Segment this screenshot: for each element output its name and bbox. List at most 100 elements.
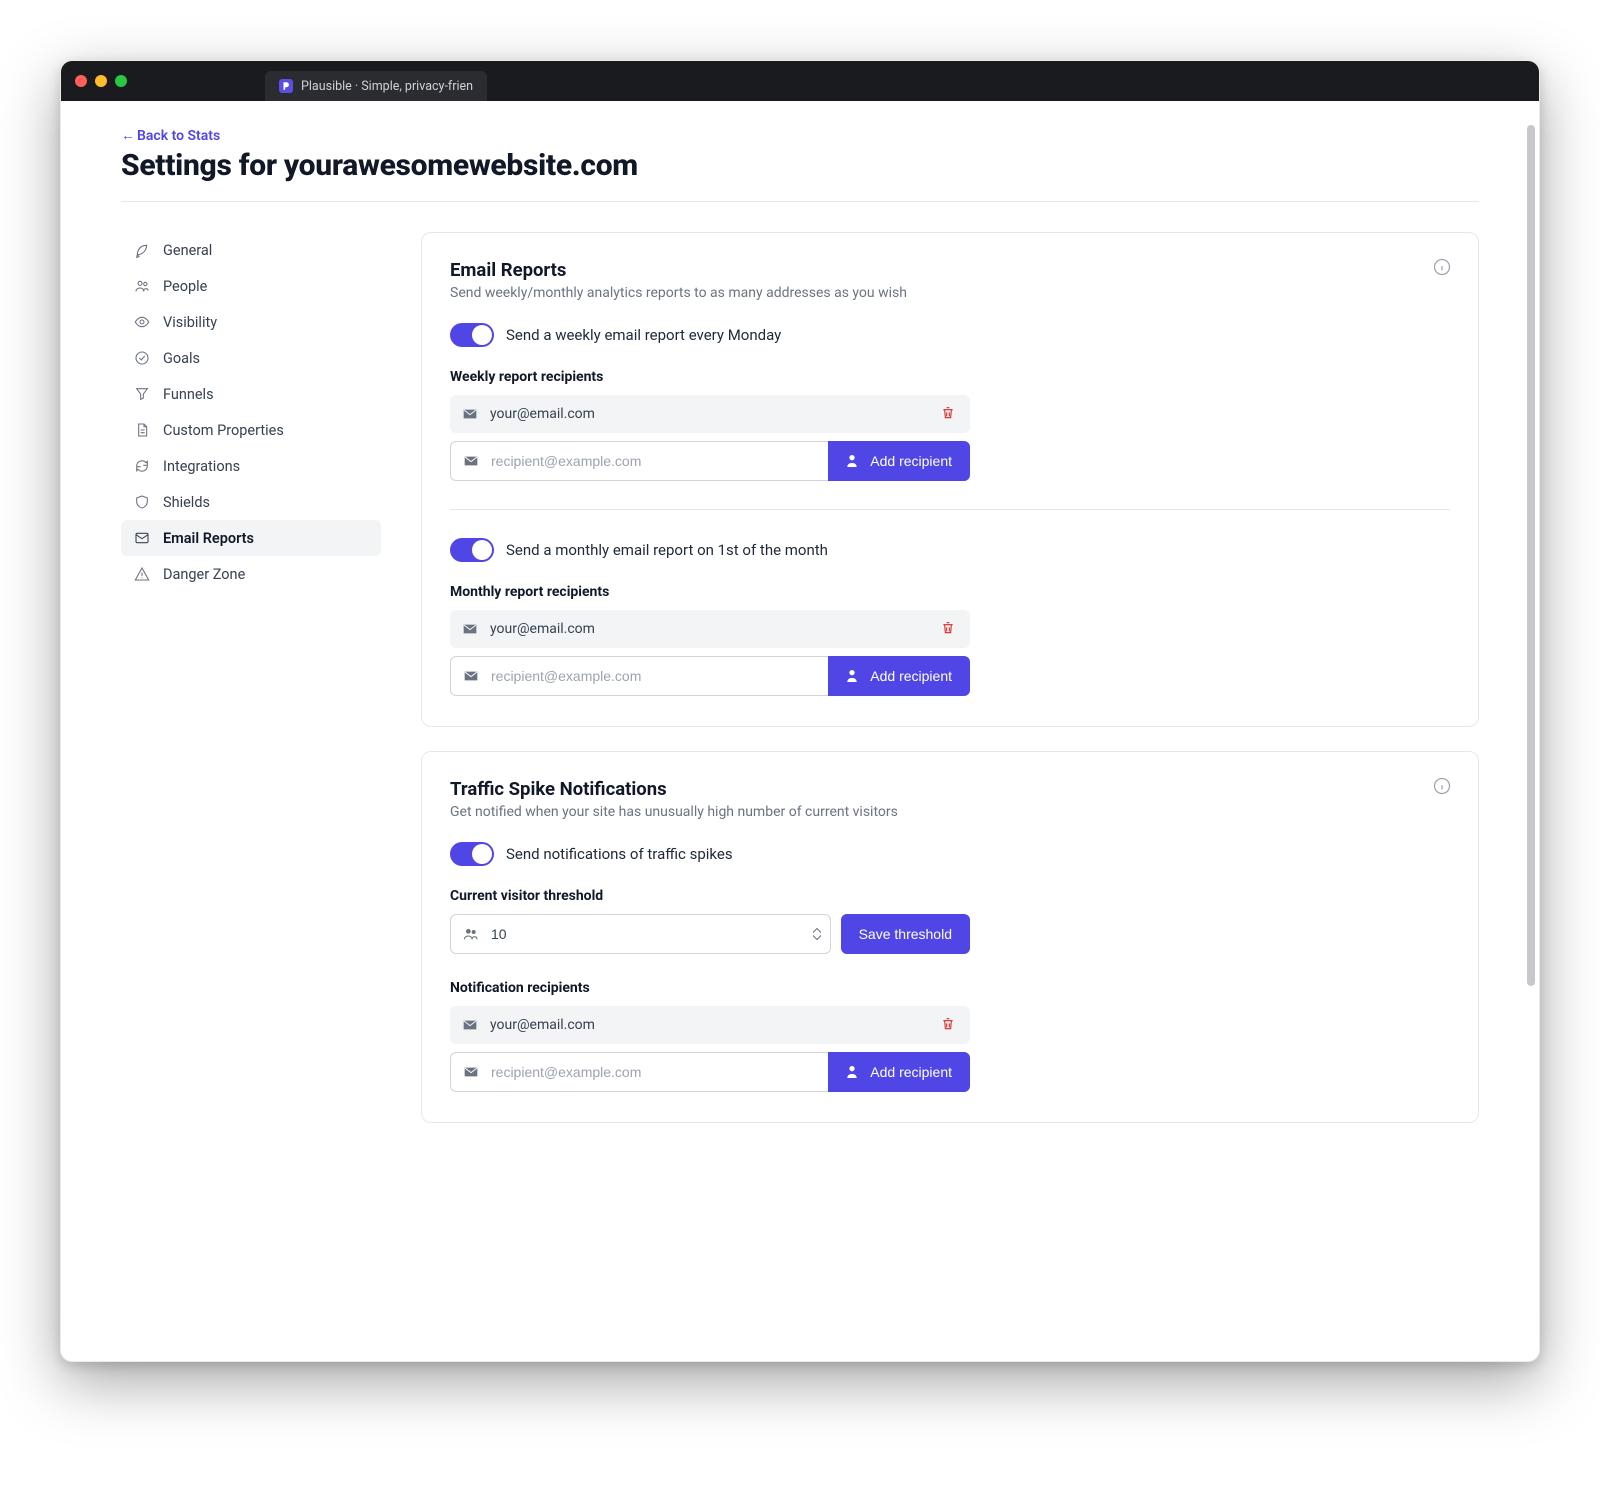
info-icon[interactable]	[1432, 257, 1452, 277]
main-panel: Email Reports Send weekly/monthly analyt…	[421, 232, 1479, 1147]
sidebar-item-custom-properties[interactable]: Custom Properties	[121, 412, 381, 448]
weekly-report-toggle[interactable]	[450, 323, 494, 347]
mail-icon	[462, 620, 480, 638]
save-threshold-button[interactable]: Save threshold	[841, 914, 970, 954]
mail-icon	[462, 1016, 480, 1034]
chevron-up-icon	[812, 927, 822, 934]
sidebar-item-label: Integrations	[163, 458, 240, 475]
threshold-label: Current visitor threshold	[450, 888, 1450, 904]
sidebar-item-label: Danger Zone	[163, 566, 245, 583]
tab-title: Plausible · Simple, privacy-frien	[301, 79, 473, 94]
sidebar-item-label: Goals	[163, 350, 200, 367]
sidebar-item-label: Email Reports	[163, 530, 254, 547]
add-recipient-label: Add recipient	[870, 668, 952, 684]
titlebar: Plausible · Simple, privacy-frien	[61, 61, 1539, 101]
spike-recipients-label: Notification recipients	[450, 980, 1450, 996]
warning-icon	[133, 565, 151, 583]
monthly-report-toggle[interactable]	[450, 538, 494, 562]
sidebar-item-label: People	[163, 278, 207, 295]
sidebar-item-funnels[interactable]: Funnels	[121, 376, 381, 412]
sidebar-item-label: Shields	[163, 494, 210, 511]
info-icon[interactable]	[1432, 776, 1452, 796]
sidebar-item-people[interactable]: People	[121, 268, 381, 304]
chevron-down-icon	[812, 934, 822, 941]
mail-icon	[463, 452, 481, 470]
browser-tab[interactable]: Plausible · Simple, privacy-frien	[265, 71, 487, 101]
window-minimize-button[interactable]	[95, 75, 107, 87]
delete-monthly-recipient-button[interactable]	[940, 620, 958, 638]
weekly-toggle-label: Send a weekly email report every Monday	[506, 326, 781, 344]
users-icon	[133, 277, 151, 295]
spike-recipient-input[interactable]	[491, 1064, 816, 1080]
mail-icon	[462, 405, 480, 423]
monthly-recipient-email: your@email.com	[490, 621, 940, 637]
add-spike-recipient-button[interactable]: Add recipient	[828, 1052, 970, 1092]
page-content: ← Back to Stats Settings for yourawesome…	[61, 101, 1539, 1361]
mail-icon	[463, 1063, 481, 1081]
card-subtitle: Send weekly/monthly analytics reports to…	[450, 285, 1450, 301]
sidebar-item-label: Funnels	[163, 386, 214, 403]
card-subtitle: Get notified when your site has unusuall…	[450, 804, 1450, 820]
scrollbar[interactable]	[1527, 125, 1535, 1321]
settings-sidebar: General People Visibility Goals Funnels	[121, 232, 381, 1147]
delete-weekly-recipient-button[interactable]	[940, 405, 958, 423]
sidebar-item-email-reports[interactable]: Email Reports	[121, 520, 381, 556]
header-divider	[121, 201, 1479, 202]
document-icon	[133, 421, 151, 439]
mail-icon	[133, 529, 151, 547]
eye-icon	[133, 313, 151, 331]
plausible-favicon-icon	[279, 79, 293, 93]
back-link-label: Back to Stats	[137, 128, 220, 144]
refresh-icon	[133, 457, 151, 475]
card-divider	[450, 509, 1450, 510]
monthly-recipients-label: Monthly report recipients	[450, 584, 1450, 600]
sidebar-item-shields[interactable]: Shields	[121, 484, 381, 520]
card-title: Email Reports	[450, 259, 1450, 281]
rocket-icon	[133, 241, 151, 259]
threshold-input[interactable]	[491, 926, 812, 942]
weekly-recipient-input[interactable]	[491, 453, 816, 469]
spike-recipient-input-wrapper	[450, 1052, 828, 1092]
monthly-toggle-label: Send a monthly email report on 1st of th…	[506, 541, 828, 559]
card-title: Traffic Spike Notifications	[450, 778, 1450, 800]
sidebar-item-label: General	[163, 242, 212, 259]
traffic-spike-card: Traffic Spike Notifications Get notified…	[421, 751, 1479, 1123]
window-zoom-button[interactable]	[115, 75, 127, 87]
spike-notifications-toggle[interactable]	[450, 842, 494, 866]
funnel-icon	[133, 385, 151, 403]
save-threshold-label: Save threshold	[859, 926, 952, 942]
sidebar-item-label: Custom Properties	[163, 422, 284, 439]
sidebar-item-goals[interactable]: Goals	[121, 340, 381, 376]
monthly-recipient-input[interactable]	[491, 668, 816, 684]
number-stepper[interactable]	[812, 927, 822, 941]
email-reports-card: Email Reports Send weekly/monthly analyt…	[421, 232, 1479, 727]
sidebar-item-visibility[interactable]: Visibility	[121, 304, 381, 340]
spike-recipient-row: your@email.com	[450, 1006, 970, 1044]
delete-spike-recipient-button[interactable]	[940, 1016, 958, 1034]
sidebar-item-danger-zone[interactable]: Danger Zone	[121, 556, 381, 592]
monthly-recipient-row: your@email.com	[450, 610, 970, 648]
add-monthly-recipient-button[interactable]: Add recipient	[828, 656, 970, 696]
weekly-recipient-input-wrapper	[450, 441, 828, 481]
back-to-stats-link[interactable]: ← Back to Stats	[121, 127, 1479, 144]
sidebar-item-integrations[interactable]: Integrations	[121, 448, 381, 484]
add-recipient-label: Add recipient	[870, 1064, 952, 1080]
window-close-button[interactable]	[75, 75, 87, 87]
shield-icon	[133, 493, 151, 511]
weekly-recipient-email: your@email.com	[490, 406, 940, 422]
users-icon	[463, 925, 481, 943]
spike-recipient-email: your@email.com	[490, 1017, 940, 1033]
app-window: Plausible · Simple, privacy-frien ← Back…	[60, 60, 1540, 1362]
check-circle-icon	[133, 349, 151, 367]
monthly-recipient-input-wrapper	[450, 656, 828, 696]
threshold-input-wrapper	[450, 914, 831, 954]
sidebar-item-label: Visibility	[163, 314, 217, 331]
add-weekly-recipient-button[interactable]: Add recipient	[828, 441, 970, 481]
mail-icon	[463, 667, 481, 685]
arrow-left-icon: ←	[121, 127, 135, 144]
weekly-recipient-row: your@email.com	[450, 395, 970, 433]
spike-toggle-label: Send notifications of traffic spikes	[506, 845, 733, 863]
weekly-recipients-label: Weekly report recipients	[450, 369, 1450, 385]
add-recipient-label: Add recipient	[870, 453, 952, 469]
sidebar-item-general[interactable]: General	[121, 232, 381, 268]
